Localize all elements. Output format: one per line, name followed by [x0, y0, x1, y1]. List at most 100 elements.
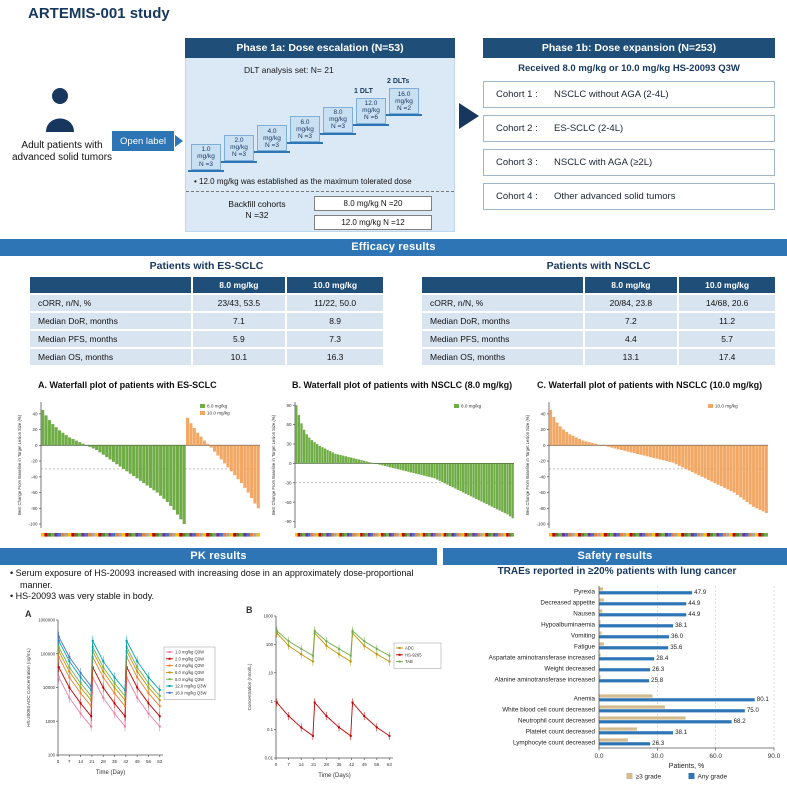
waterfall-bar: [752, 445, 755, 507]
x-tick-label: 28: [324, 762, 330, 767]
waterfall-bar: [674, 445, 678, 465]
step-line: [386, 114, 422, 117]
waterfall-bar: [115, 445, 119, 465]
y-tick-label: 40: [32, 411, 38, 416]
response-marker: [451, 533, 455, 537]
pk-chart-adc-concentration: A 100 1000 10000 100000 1000000 0 7 14 21 28 35 42 49…: [25, 609, 216, 776]
waterfall-bar: [648, 445, 652, 458]
cohort-box-1: Cohort 1 : NSCLC without AGA (2-4L): [483, 81, 775, 108]
response-marker: [474, 533, 478, 537]
pk-line: [58, 655, 161, 708]
response-marker: [745, 533, 749, 537]
cohort-desc: NSCLC with AGA (≥2L): [554, 157, 653, 168]
x-tick-label: 14: [78, 759, 84, 764]
table-title-es-sclc: Patients with ES-SCLC: [149, 260, 264, 272]
response-marker: [101, 533, 106, 537]
response-marker: [341, 533, 345, 537]
y-tick-label: 20: [540, 427, 546, 432]
response-marker: [623, 533, 627, 537]
x-tick-label: 14: [299, 762, 305, 767]
data-marker: [90, 685, 93, 688]
waterfall-bar: [425, 463, 428, 477]
y-tick-label: -100: [536, 522, 546, 527]
waterfall-bar: [145, 445, 149, 486]
response-marker: [142, 533, 146, 537]
response-marker: [619, 533, 624, 537]
waterfall-bar: [339, 454, 342, 464]
trae-bar-chart: Pyrexia 47.9 Decreased appetite 44.9 Nausea 4…: [489, 586, 781, 780]
waterfall-bar: [313, 442, 316, 464]
waterfall-bars: [41, 409, 260, 525]
response-marker: [687, 533, 691, 537]
response-marker: [47, 533, 52, 537]
waterfall-bar: [229, 445, 233, 472]
data-marker: [113, 692, 116, 695]
waterfall-bar: [189, 423, 193, 446]
waterfall-bar: [383, 463, 387, 466]
response-marker: [594, 533, 598, 537]
pk-line: [58, 665, 161, 718]
waterfall-bar: [128, 445, 132, 474]
waterfall-b-title: B. Waterfall plot of patients with NSCLC…: [292, 380, 513, 390]
response-marker: [498, 533, 501, 537]
response-marker: [182, 533, 186, 537]
x-tick-label: 21: [311, 762, 317, 767]
waterfall-bar: [716, 445, 720, 485]
legend-label: 16.0 mg/kg Q3W: [175, 690, 206, 695]
waterfall-bar: [433, 463, 436, 479]
waterfall-bar: [490, 463, 493, 507]
response-marker: [464, 533, 468, 537]
legend-label: 8.0 mg/kg Q3W: [175, 677, 204, 682]
response-marker: [469, 533, 473, 537]
legend-marker: [398, 653, 401, 656]
cohort-box-3: Cohort 3 : NSCLC with AGA (≥2L): [483, 149, 775, 176]
data-marker: [375, 647, 378, 650]
response-marker: [577, 533, 582, 537]
data-marker: [158, 725, 161, 728]
waterfall-bar: [404, 463, 407, 472]
row-label: cORR, n/N, %: [422, 295, 583, 311]
response-marker: [467, 533, 470, 537]
data-marker: [136, 666, 139, 669]
x-tick-label: 30.0: [651, 753, 664, 760]
y-tick-label: 1: [271, 699, 274, 704]
waterfall-bar: [402, 463, 405, 471]
response-marker: [336, 533, 340, 537]
y-tick-label: -80: [539, 506, 546, 511]
waterfall-bar: [250, 445, 254, 499]
response-marker: [328, 533, 332, 537]
step-line: [188, 170, 224, 172]
waterfall-bar: [761, 445, 765, 512]
waterfall-bar: [591, 442, 594, 446]
row-label: Median OS, months: [30, 349, 191, 365]
waterfall-bar: [381, 463, 384, 466]
legend-label: 8.0 mg/kg: [461, 404, 482, 409]
table-row: cORR, n/N, % 20/84, 23.8 14/68, 20.6: [422, 295, 775, 311]
waterfall-bar: [122, 445, 126, 469]
waterfall-bar: [216, 445, 220, 456]
response-marker: [362, 533, 366, 537]
legend-marker: [168, 671, 171, 674]
pk-series: [57, 635, 161, 695]
data-marker: [113, 682, 116, 685]
waterfall-chart-es-sclc: -100 -80 -60 -40 -20 0 20 40 Best Change From Ba…: [17, 402, 260, 537]
legend-swatch: [200, 404, 205, 408]
waterfall-bar: [352, 458, 355, 464]
waterfall-bar: [321, 447, 324, 464]
response-marker: [115, 533, 119, 537]
response-marker: [354, 533, 358, 537]
response-marker: [78, 533, 82, 537]
response-marker: [603, 533, 607, 537]
response-marker: [420, 533, 423, 537]
response-marker: [239, 533, 244, 537]
response-marker: [331, 533, 335, 537]
waterfall-bar: [430, 463, 434, 478]
response-marker: [61, 533, 65, 537]
legend-label: 8.0 mg/kg: [207, 404, 228, 409]
value-label: 68.2: [734, 718, 747, 725]
waterfall-bar: [420, 463, 423, 476]
data-marker: [124, 705, 127, 708]
waterfall-bar: [607, 445, 611, 447]
response-marker: [441, 533, 444, 537]
